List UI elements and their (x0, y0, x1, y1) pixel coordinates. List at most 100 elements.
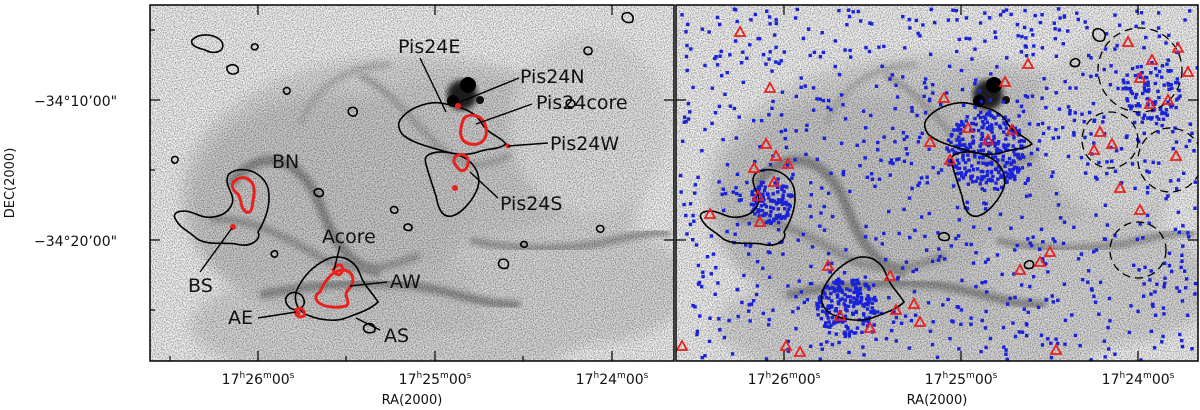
yso-star-marker (949, 244, 953, 248)
yso-star-marker (980, 318, 984, 323)
yso-star-marker (1017, 330, 1022, 334)
yso-star-marker (874, 237, 878, 241)
yso-star-marker (720, 192, 724, 196)
yso-star-marker (985, 173, 989, 178)
yso-star-marker (888, 77, 892, 81)
yso-star-marker (1174, 80, 1178, 85)
yso-star-marker (685, 68, 689, 73)
triangle-marker (1145, 53, 1159, 65)
yso-star-marker (1013, 177, 1017, 182)
yso-star-marker (990, 160, 994, 164)
yso-star-marker (870, 301, 875, 305)
yso-star-marker (1031, 235, 1035, 239)
yso-star-marker (973, 47, 977, 51)
yso-star-marker (1017, 139, 1022, 144)
yso-star-marker (833, 64, 837, 69)
yso-star-marker (872, 283, 876, 287)
yso-star-marker (1180, 259, 1184, 263)
yso-star-marker (832, 289, 836, 293)
yso-star-marker (781, 198, 785, 202)
yso-star-marker (1072, 225, 1076, 229)
yso-star-marker (870, 177, 875, 182)
yso-star-marker (863, 282, 867, 286)
yso-star-marker (1178, 332, 1182, 337)
yso-star-marker (1024, 36, 1028, 40)
yso-star-marker (1146, 80, 1150, 84)
yso-star-marker (1039, 333, 1044, 337)
yso-star-marker (776, 185, 780, 189)
yso-star-marker (951, 8, 955, 12)
yso-star-marker (970, 164, 974, 168)
yso-star-marker (1051, 136, 1055, 140)
yso-star-marker (852, 290, 856, 294)
yso-star-marker (751, 299, 756, 303)
yso-star-marker (809, 344, 813, 348)
yso-star-marker (1089, 132, 1093, 136)
yso-star-marker (694, 243, 699, 247)
yso-star-marker (819, 211, 823, 215)
yso-star-marker (888, 173, 892, 177)
yso-star-marker (867, 287, 871, 291)
ra-tick-left-3: 17h24m00s (576, 371, 649, 388)
yso-star-marker (998, 13, 1003, 17)
yso-star-marker (856, 293, 860, 298)
yso-star-marker (688, 202, 693, 206)
yso-star-marker (861, 109, 866, 113)
yso-star-marker (1141, 236, 1145, 240)
yso-star-marker (1138, 75, 1143, 80)
yso-star-marker (1061, 42, 1065, 46)
yso-star-marker (843, 298, 847, 302)
yso-star-marker (980, 281, 984, 285)
yso-star-marker (768, 205, 773, 209)
yso-star-marker (1053, 37, 1057, 41)
yso-star-marker (1002, 143, 1006, 147)
yso-star-marker (901, 131, 906, 135)
yso-star-marker (1026, 237, 1030, 241)
yso-star-marker (1023, 181, 1027, 185)
yso-star-marker (826, 304, 831, 308)
yso-star-marker (1081, 278, 1085, 282)
yso-star-marker (988, 110, 992, 114)
yso-star-marker (866, 303, 870, 307)
yso-star-marker (921, 23, 925, 27)
yso-star-marker (1134, 92, 1139, 97)
yso-star-marker (708, 316, 712, 320)
yso-star-marker (1085, 26, 1089, 30)
yso-star-marker (859, 298, 863, 303)
yso-star-marker (761, 53, 766, 57)
right-panel-frame (675, 4, 1199, 362)
yso-star-marker (1057, 107, 1062, 111)
yso-star-marker (957, 37, 962, 42)
yso-star-marker (1182, 171, 1186, 175)
yso-star-marker (864, 224, 868, 229)
yso-star-marker (1146, 116, 1150, 120)
yso-star-marker (1169, 179, 1173, 183)
yso-star-marker (951, 184, 956, 188)
yso-star-marker (1003, 147, 1008, 151)
yso-star-marker (1161, 117, 1166, 121)
yso-star-marker (988, 178, 992, 182)
yso-star-marker (999, 175, 1003, 179)
dec-tick-2: −34°20’00" (34, 234, 117, 250)
yso-star-marker (928, 329, 933, 333)
yso-star-marker (1183, 269, 1187, 273)
yso-star-marker (860, 330, 864, 334)
yso-star-marker (786, 339, 790, 344)
yso-star-marker (971, 135, 975, 139)
yso-star-marker (1013, 248, 1017, 252)
yso-star-marker (995, 147, 999, 151)
yso-star-marker (815, 301, 819, 306)
yso-star-marker (1056, 7, 1061, 11)
yso-star-marker (1136, 102, 1140, 106)
yso-star-marker (1186, 231, 1190, 235)
yso-star-marker (904, 260, 909, 264)
yso-star-marker (856, 9, 860, 14)
yso-star-marker (1177, 289, 1181, 293)
yso-star-marker (680, 13, 684, 17)
yso-star-marker (1023, 44, 1027, 48)
yso-star-marker (923, 234, 927, 239)
yso-star-marker (952, 165, 957, 169)
yso-star-marker (983, 326, 988, 330)
yso-star-marker (830, 299, 834, 303)
yso-star-marker (735, 222, 740, 227)
